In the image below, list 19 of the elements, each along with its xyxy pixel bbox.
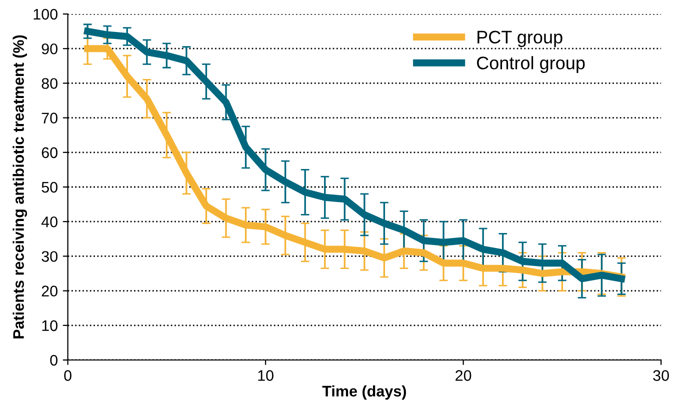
x-tick-label: 20 — [456, 370, 472, 381]
y-tick-label: 50 — [42, 182, 58, 193]
y-tick-label: 40 — [41, 216, 58, 228]
y-tick-label: 90 — [42, 43, 58, 54]
y-tick-label: 30 — [42, 251, 58, 262]
y-tick-label: 20 — [42, 286, 58, 296]
x-tick-label: 30 — [653, 370, 669, 381]
y-tick-label: 80 — [42, 78, 58, 89]
y-tick-label: 60 — [42, 147, 58, 158]
x-tick-label: 0 — [64, 370, 72, 381]
legend-label: PCT group — [478, 30, 562, 48]
x-axis-title: Time (days) — [322, 385, 406, 400]
y-tick-label: 10 — [42, 320, 58, 332]
y-tick-label: 70 — [42, 112, 58, 124]
y-axis-title: Patients receiving antibiotic treatment (%) — [12, 35, 28, 338]
legend-label: Control group — [477, 56, 585, 73]
y-tick-label: 100 — [34, 8, 58, 20]
x-tick-label: 10 — [258, 370, 274, 381]
y-tick-label: 0 — [50, 354, 58, 366]
